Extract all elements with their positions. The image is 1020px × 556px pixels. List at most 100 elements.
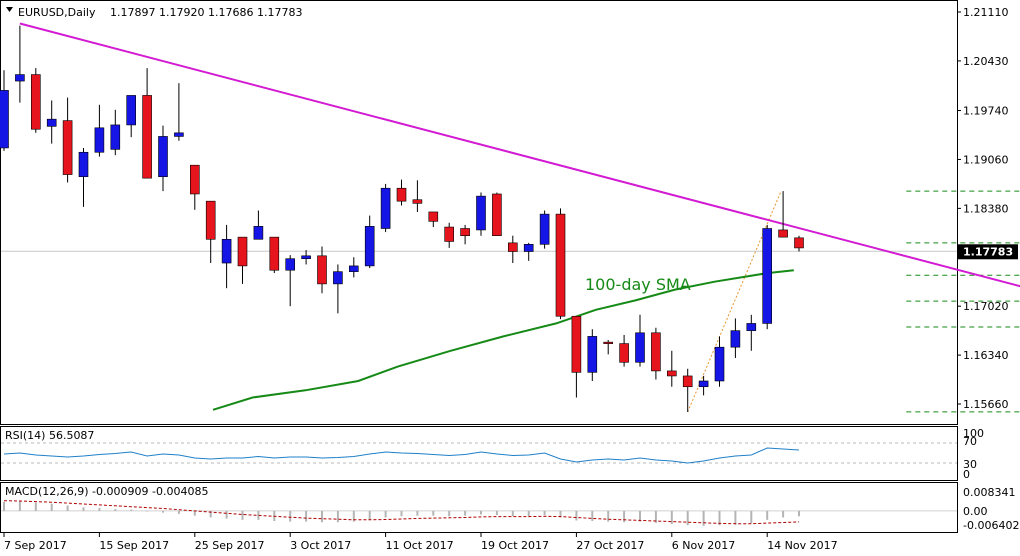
bullish-candle	[539, 210, 550, 249]
bullish-candle	[158, 125, 168, 192]
rsi-level-30: 30	[963, 458, 977, 471]
candle-body	[492, 193, 502, 236]
macd-level-zero: 0.00	[963, 505, 988, 518]
bullish-candle	[714, 336, 725, 387]
bullish-candle	[364, 215, 375, 269]
rsi-plot-frame	[0, 426, 958, 481]
bearish-candle	[460, 224, 470, 245]
bullish-candle	[746, 314, 757, 351]
current-price-label: 1.17783	[963, 245, 1013, 258]
date-tick-label: 11 Oct 2017	[386, 539, 454, 552]
price-tick-label: 1.16340	[963, 349, 1009, 362]
bullish-candle	[523, 242, 534, 261]
candle-body	[0, 90, 9, 149]
candle-body	[333, 271, 343, 285]
candle-body	[619, 343, 629, 363]
bullish-candle	[301, 250, 311, 265]
candle-body	[190, 164, 200, 195]
bearish-candle	[444, 222, 455, 248]
rsi-level-0: 0	[963, 468, 970, 481]
candle-body	[142, 95, 152, 179]
candle-body	[364, 226, 375, 267]
rsi-line	[3, 447, 800, 464]
candle-body	[571, 315, 582, 373]
price-tick-label: 1.19740	[963, 105, 1009, 118]
bullish-candle	[730, 318, 741, 358]
bearish-candle	[412, 180, 423, 212]
bullish-candle	[698, 375, 709, 396]
bullish-candle	[253, 210, 264, 240]
candle-body	[778, 229, 788, 238]
candle-body	[285, 258, 296, 271]
bearish-candle	[269, 236, 280, 274]
candle-body	[523, 244, 534, 252]
date-tick-label: 25 Sep 2017	[195, 539, 265, 552]
price-tick-label: 1.20430	[963, 55, 1009, 68]
rsi-level-70: 70	[963, 435, 977, 448]
bullish-candle	[285, 255, 296, 307]
bullish-candle	[476, 192, 486, 236]
bearish-candle	[428, 211, 439, 228]
bearish-candle	[237, 236, 248, 284]
candle-body	[110, 124, 121, 150]
price-tick-label: 1.17020	[963, 300, 1009, 313]
candle-body	[746, 323, 757, 331]
date-tick-label: 7 Sep 2017	[4, 539, 67, 552]
bearish-candle	[555, 208, 566, 320]
macd-plot-frame	[0, 482, 958, 533]
trendline-layer	[19, 22, 1020, 288]
bullish-candle	[333, 264, 343, 314]
bullish-candle	[587, 329, 598, 381]
date-tick-label: 3 Oct 2017	[290, 539, 351, 552]
candle-body	[221, 238, 232, 264]
bearish-candle	[317, 246, 327, 294]
current-price-box	[958, 244, 1018, 260]
bullish-candle	[78, 147, 89, 207]
bearish-candle	[396, 179, 407, 206]
rsi-layer	[1, 442, 957, 464]
macd-level-top: 0.008341	[963, 486, 1016, 499]
date-tick-label: 19 Oct 2017	[481, 539, 549, 552]
candle-body	[603, 341, 614, 344]
candles-layer	[0, 25, 804, 412]
candle-body	[94, 127, 105, 153]
bullish-candle	[348, 257, 359, 278]
candle-body	[539, 213, 550, 245]
symbol-dropdown-icon[interactable]	[6, 7, 13, 12]
candle-body	[205, 200, 216, 240]
date-tick-label: 27 Oct 2017	[576, 539, 644, 552]
candle-body	[651, 332, 661, 372]
fibonacci-retracement: 0.023.638.250.061.8100.0	[687, 190, 1020, 413]
candle-body	[682, 375, 693, 388]
macd-label: MACD(12,26,9) -0.000909 -0.004085	[5, 485, 208, 498]
candle-body	[794, 237, 804, 249]
macd-signal-line	[3, 500, 800, 525]
macd-layer	[1, 500, 957, 526]
bearish-candle	[651, 327, 661, 380]
bearish-candle	[603, 339, 614, 355]
bullish-candle	[0, 70, 9, 151]
bearish-candle	[682, 368, 693, 412]
bullish-candle	[46, 100, 57, 144]
bearish-candle	[492, 192, 502, 236]
price-tick-label: 1.15660	[963, 398, 1009, 411]
rsi-label: RSI(14) 56.5087	[5, 429, 94, 442]
price-tick-label: 1.21110	[963, 6, 1009, 19]
bullish-candle	[94, 104, 105, 157]
rsi-level-100: 100	[963, 427, 984, 440]
candle-body	[555, 213, 566, 317]
candle-body	[587, 336, 598, 373]
candle-body	[46, 118, 57, 127]
sma-label: 100-day SMA	[585, 275, 691, 294]
candle-body	[730, 330, 741, 348]
bearish-candle	[571, 315, 582, 398]
candle-body	[301, 255, 311, 260]
bullish-candle	[110, 109, 121, 156]
symbol-label: EURUSD,Daily	[18, 6, 96, 19]
candle-body	[62, 120, 73, 175]
bearish-candle	[142, 68, 152, 179]
bearish-candle	[30, 68, 41, 133]
bullish-candle	[126, 95, 136, 138]
candle-body	[126, 95, 136, 126]
candle-body	[30, 74, 41, 130]
